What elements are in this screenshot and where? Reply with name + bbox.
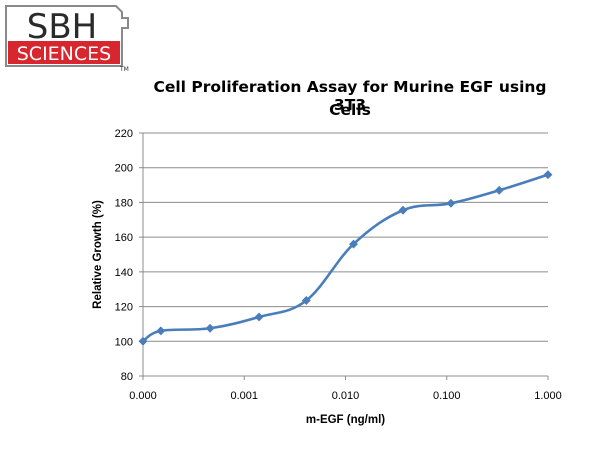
chart-title-line2: Cells: [329, 101, 371, 119]
x-axis-label: m-EGF (ng/ml): [306, 414, 385, 426]
data-point: [138, 336, 148, 346]
y-tick-label: 100: [115, 336, 133, 348]
data-point: [494, 185, 504, 195]
y-tick-label: 120: [115, 302, 133, 314]
data-point: [348, 239, 359, 249]
data-point: [254, 312, 264, 322]
gridlines: [143, 132, 548, 342]
x-tick-label: 0.010: [332, 390, 360, 402]
data-point: [301, 295, 311, 306]
y-tick-label: 200: [115, 163, 133, 175]
logo-tm: TM: [119, 66, 129, 72]
series-line: [142, 173, 549, 343]
y-tick-label: 80: [121, 371, 133, 383]
data-point: [398, 205, 408, 215]
axes: [142, 133, 548, 377]
y-tick-label: 180: [115, 197, 133, 209]
data-point: [446, 198, 456, 208]
data-point: [205, 323, 215, 333]
y-tick-label: 160: [115, 232, 133, 244]
data-point: [156, 326, 166, 336]
x-tick-label: 0.100: [433, 390, 461, 402]
series: [138, 170, 553, 346]
y-tick-labels: 80 100 120 140 160 180 200 220: [115, 128, 143, 383]
chart-title-line1: Cell Proliferation Assay for Murine EGF …: [153, 78, 547, 114]
sbh-sciences-logo: SBH SCIENCES TM: [5, 5, 129, 72]
y-axis-label: Relative Growth (%): [92, 200, 104, 309]
logo-bottom-text: SCIENCES: [17, 43, 111, 65]
x-tick-label: 0.000: [129, 390, 157, 402]
logo-red-band: [8, 41, 120, 64]
y-tick-label: 140: [115, 267, 133, 279]
x-tick-labels: 0.000 0.001 0.010 0.100 1.000: [129, 376, 562, 402]
x-tick-label: 0.001: [230, 390, 258, 402]
y-tick-label: 220: [115, 128, 133, 140]
x-tick-label: 1.000: [534, 390, 562, 402]
logo-top-text: SBH: [27, 7, 97, 47]
data-point: [543, 170, 553, 180]
